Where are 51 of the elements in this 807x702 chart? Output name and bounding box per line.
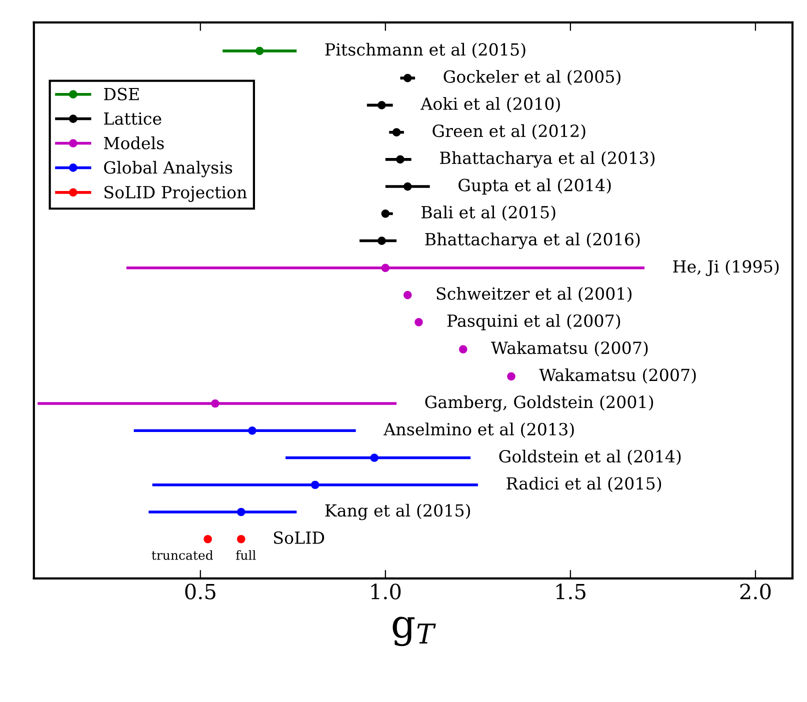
point	[236, 508, 246, 516]
point	[248, 426, 256, 435]
point	[370, 454, 378, 462]
y-tick-label: Schweitzer et al (2001)	[436, 286, 632, 302]
point	[396, 155, 404, 164]
y-tick-label: Radici et al (2015)	[506, 476, 662, 492]
point	[236, 534, 246, 544]
x-tick-label: 2.0	[740, 584, 771, 600]
legend-label: Lattice	[104, 112, 162, 125]
legend-label: Global Analysis	[104, 160, 232, 178]
y-tick-label: He, Ji (1995)	[673, 260, 779, 276]
y-tick-label: Bhattacharya et al (2013)	[440, 151, 655, 168]
y-tick-label: Pasquini et al (2007)	[447, 314, 620, 330]
point	[381, 264, 390, 272]
x-tick-label: 1.0	[371, 584, 401, 600]
point	[310, 480, 320, 490]
point	[381, 210, 390, 218]
y-tick-label: Pitschmann et al (2015)	[325, 42, 526, 58]
x-axis-title: g$_{T}$	[392, 616, 436, 646]
point	[414, 318, 423, 326]
y-tick-label: Green et al (2012)	[432, 124, 586, 140]
x-tick-label: 1.5	[556, 584, 586, 600]
y-tick-label: Wakamatsu (2007)	[539, 368, 696, 384]
point	[507, 372, 516, 381]
x-tick-label: 0.5	[185, 584, 216, 600]
point	[204, 534, 212, 544]
y-tick-label: Gockeler et al (2005)	[444, 70, 620, 86]
y-tick-label: Wakamatsu (2007)	[491, 341, 648, 356]
y-tick-label: Bali et al (2015)	[422, 206, 556, 221]
y-tick-label: SoLID	[274, 531, 324, 544]
y-tick-label: Aoki et al (2010)	[420, 97, 560, 112]
legend-label: SoLID Projection	[104, 186, 247, 202]
point	[392, 128, 401, 136]
point	[403, 74, 412, 82]
y-tick-label: Anselmino et al (2013)	[384, 422, 574, 438]
y-tick-label: Goldstein et al (2014)	[499, 450, 681, 465]
annotation: full	[236, 550, 256, 560]
point	[255, 46, 264, 56]
point	[403, 182, 412, 191]
legend-label: DSE	[104, 88, 139, 100]
y-tick-label: Gamberg, Goldstein (2001)	[425, 395, 654, 412]
point	[458, 345, 468, 354]
y-tick-label: Gupta et al (2014)	[458, 178, 611, 195]
point	[211, 399, 220, 408]
point	[378, 101, 386, 110]
y-tick-label: Bhattacharya et al (2016)	[425, 232, 640, 249]
point	[378, 236, 386, 245]
legend-label: Models	[104, 136, 164, 150]
point	[403, 290, 412, 300]
y-tick-label: Kang et al (2015)	[325, 504, 470, 520]
annotation: truncated	[152, 550, 213, 560]
